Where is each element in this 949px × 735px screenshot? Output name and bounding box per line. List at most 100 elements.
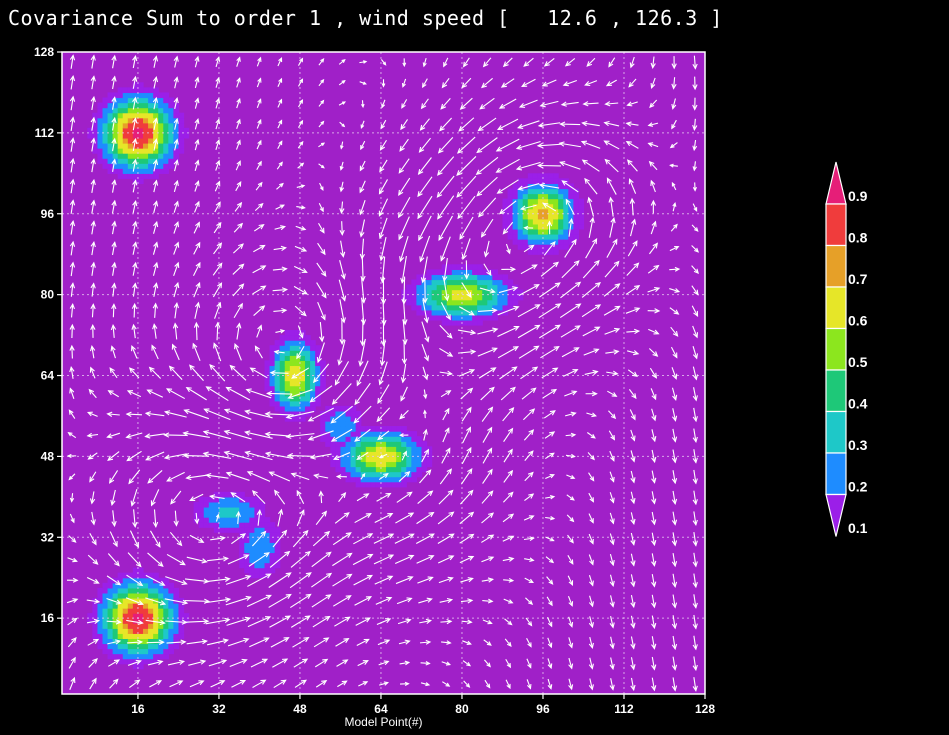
heatmap-cell [163, 142, 169, 149]
wind-arrow-shaft [630, 615, 635, 628]
wind-arrow-shaft [194, 77, 199, 89]
heatmap-cell [294, 340, 301, 346]
wind-arrow-shaft [497, 346, 519, 359]
wind-arrow-shaft [378, 660, 389, 666]
heatmap-cell [117, 153, 124, 159]
wind-arrow-shaft [692, 325, 698, 338]
heatmap-cell [137, 158, 144, 164]
heatmap-cell [406, 471, 412, 478]
wind-arrow-shaft [483, 57, 492, 67]
wind-arrow-head [135, 659, 142, 665]
heatmap-cell [137, 87, 144, 94]
heatmap-cell [391, 436, 397, 442]
heatmap-cell [355, 451, 362, 458]
wind-arrow-shaft [112, 118, 116, 131]
heatmap-cell [153, 648, 159, 655]
wind-arrow-head [671, 124, 676, 130]
wind-arrow-shaft [229, 659, 247, 668]
heatmap-cell [335, 431, 342, 437]
wind-arrow-shaft [126, 641, 142, 644]
wind-arrow [194, 97, 200, 109]
heatmap-cell [117, 633, 124, 639]
wind-arrow-head [215, 180, 221, 187]
wind-arrow [132, 54, 138, 69]
heatmap-cell [264, 567, 271, 574]
wind-arrow-head [132, 117, 138, 124]
heatmap-cell [391, 476, 397, 483]
wind-arrow [586, 432, 596, 439]
heatmap-cell [294, 365, 301, 372]
wind-arrow-shaft [379, 453, 388, 459]
wind-arrow [353, 533, 374, 545]
wind-arrow-shaft [441, 448, 451, 464]
wind-arrow [233, 302, 243, 319]
wind-arrow-head [613, 349, 620, 355]
wind-arrow-shaft [693, 55, 696, 69]
heatmap-cell [148, 87, 154, 94]
heatmap-cell [537, 183, 544, 190]
wind-arrow-head [194, 200, 200, 207]
wind-arrow-head [547, 684, 553, 690]
wind-arrow-shaft [398, 216, 410, 240]
wind-arrow-shaft [402, 319, 406, 344]
wind-arrow-head [90, 158, 96, 165]
wind-arrow [189, 364, 204, 381]
wind-arrow-head [331, 398, 338, 405]
wind-arrow-head [69, 199, 76, 206]
wind-arrow-shaft [610, 615, 614, 628]
wind-arrow-head [278, 119, 283, 125]
wind-arrow-head [341, 59, 346, 64]
wind-arrow-shaft [693, 140, 697, 150]
heatmap-cell [132, 603, 139, 609]
heatmap-cell [148, 572, 154, 579]
wind-arrow-shaft [251, 531, 266, 547]
wind-arrow-shaft [505, 243, 511, 254]
wind-arrow [625, 141, 639, 149]
wind-arrow-head [194, 97, 200, 104]
wind-arrow [360, 472, 366, 480]
wind-arrow-shaft [567, 596, 573, 606]
wind-arrow [353, 574, 374, 586]
wind-arrow-head [136, 639, 144, 645]
wind-arrow [394, 533, 415, 544]
wind-arrow-head [265, 594, 272, 600]
heatmap-cell [168, 628, 174, 634]
wind-arrow-shaft [438, 490, 454, 505]
wind-arrow-head [174, 241, 180, 248]
heatmap-cell [289, 335, 296, 341]
wind-arrow [651, 636, 657, 650]
wind-arrow-shaft [692, 203, 698, 211]
wind-arrow [249, 637, 270, 648]
heatmap-cell [527, 228, 534, 235]
heatmap-cell [289, 350, 296, 356]
wind-arrow-shaft [133, 304, 136, 318]
wind-arrow-shaft [672, 408, 677, 421]
wind-arrow [609, 512, 615, 525]
wind-arrow-head [437, 147, 444, 154]
wind-arrow-shaft [129, 679, 140, 688]
wind-arrow-shaft [422, 78, 428, 88]
heatmap-cell [558, 178, 564, 185]
heatmap-cell [143, 648, 149, 655]
wind-arrow-shaft [521, 387, 536, 400]
heatmap-cell [168, 608, 174, 614]
wind-arrow-shaft [291, 473, 310, 481]
heatmap-cell [370, 426, 377, 432]
heatmap-cell [467, 274, 473, 281]
heatmap-cell [320, 426, 326, 432]
heatmap-cell [370, 456, 377, 463]
heatmap-cell [537, 203, 544, 210]
wind-arrow [692, 140, 698, 152]
wind-arrow-shaft [173, 222, 179, 234]
heatmap-cell [137, 92, 144, 99]
wind-arrow [147, 552, 164, 567]
wind-arrow-head [439, 125, 445, 132]
wind-arrow-shaft [379, 682, 388, 686]
wind-arrow-head [527, 663, 532, 669]
wind-arrow [400, 363, 407, 384]
heatmap-cell [112, 643, 119, 650]
wind-arrow-shaft [627, 369, 638, 377]
wind-arrow-head [366, 574, 374, 580]
heatmap-cell [517, 244, 524, 250]
wind-arrow-shaft [227, 638, 249, 647]
